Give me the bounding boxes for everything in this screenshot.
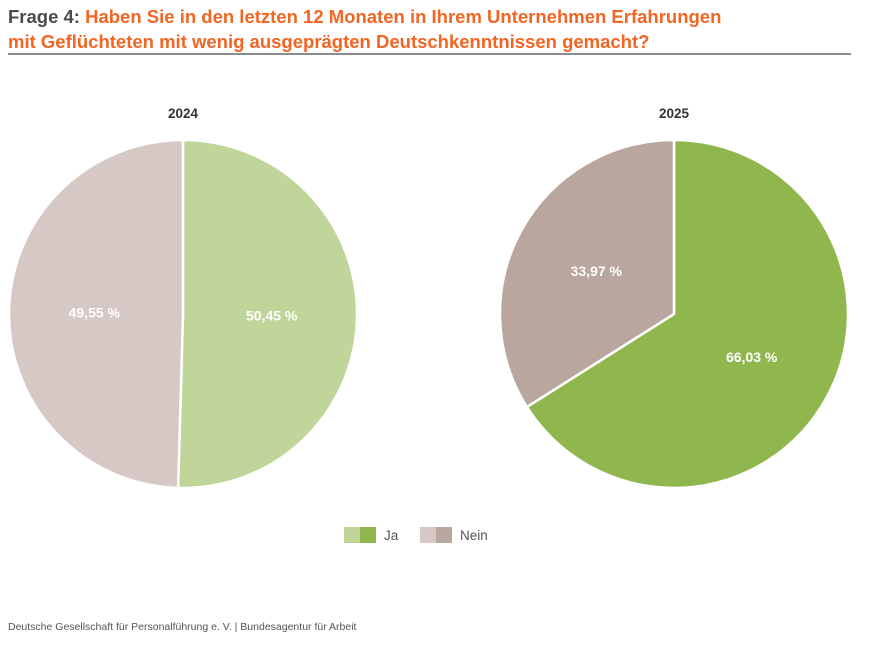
chart-title: Frage 4: Haben Sie in den letzten 12 Mon… (8, 4, 850, 54)
title-divider (8, 53, 851, 55)
legend-label-ja: Ja (384, 528, 399, 543)
pie-slice-2025-ja (525, 138, 850, 490)
legend-swatch-nein-1 (420, 527, 436, 543)
data-label-2025-nein: 33,97 % (571, 263, 623, 279)
data-label-2025-ja: 66,03 % (726, 349, 778, 365)
legend-swatch-nein-2 (436, 527, 452, 543)
pie-title-2024: 2024 (168, 106, 199, 121)
pie-charts: 2024 50,45 % 49,55 % 2025 66,03 % 33,97 % Ja Ne… (7, 106, 850, 543)
legend-label-nein: Nein (460, 528, 488, 543)
title-prefix: Frage 4: (8, 6, 80, 27)
legend-item-ja: Ja (344, 527, 399, 543)
title-question-line-1: Haben Sie in den letzten 12 Monaten in I… (85, 6, 722, 27)
pie-title-2025: 2025 (659, 106, 690, 121)
data-label-2024-ja: 50,45 % (246, 307, 298, 323)
pie-slice-2024-ja (176, 138, 359, 490)
title-question-line-2: mit Geflüchteten mit wenig ausgeprägten … (8, 31, 650, 52)
source-footer: Deutsche Gesellschaft für Personalführun… (8, 621, 357, 633)
title-line-1: Frage 4: Haben Sie in den letzten 12 Mon… (8, 4, 850, 29)
pie-slice-2024-nein (7, 138, 185, 490)
data-label-2024-nein: 49,55 % (69, 305, 121, 321)
legend-item-nein: Nein (420, 527, 488, 543)
legend-swatch-ja-2 (360, 527, 376, 543)
pie-slice-2025-nein (498, 138, 676, 409)
legend-swatch-ja-1 (344, 527, 360, 543)
